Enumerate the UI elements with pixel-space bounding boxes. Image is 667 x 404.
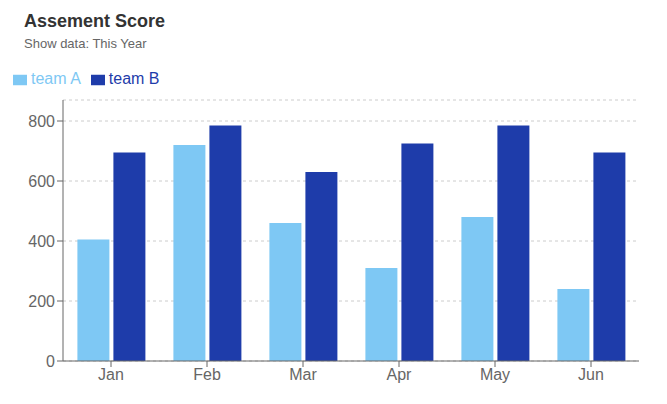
svg-text:800: 800 — [28, 113, 55, 130]
svg-text:200: 200 — [28, 293, 55, 310]
svg-text:0: 0 — [46, 353, 55, 370]
svg-text:Apr: Apr — [387, 366, 413, 383]
svg-text:Mar: Mar — [289, 366, 317, 383]
svg-text:Jun: Jun — [578, 366, 604, 383]
html-text:team A: team A — [31, 70, 81, 87]
svg-text:May: May — [480, 366, 510, 383]
html-text:Assement Score: Assement Score — [24, 11, 166, 31]
svg-text:400: 400 — [28, 233, 55, 250]
svg-text:Jan: Jan — [98, 366, 124, 383]
svg-text:600: 600 — [28, 173, 55, 190]
svg-text:Feb: Feb — [193, 366, 221, 383]
html-text:team B: team B — [108, 70, 160, 87]
html-text:Show data: This Year: Show data: This Year — [24, 36, 147, 51]
